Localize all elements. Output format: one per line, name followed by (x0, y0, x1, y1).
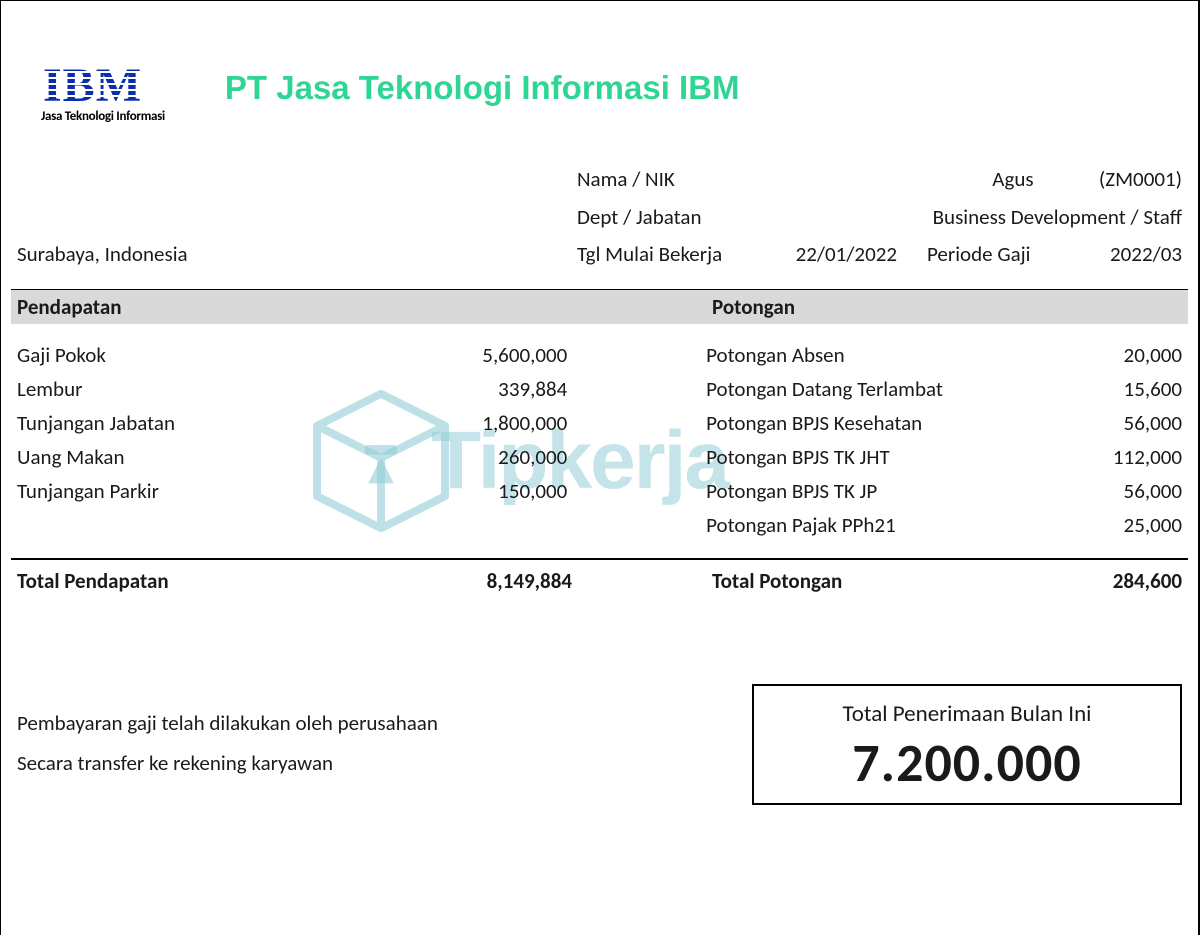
income-row: Tunjangan Parkir150,000 (17, 478, 567, 504)
deduction-row: Potongan BPJS TK JP56,000 (706, 478, 1182, 504)
net-pay-box: Total Penerimaan Bulan Ini 7.200.000 (752, 684, 1182, 805)
dept-value: Business Development / Staff (927, 202, 1182, 234)
income-header: Pendapatan (17, 294, 712, 320)
logo-subtitle: Jasa Teknologi Informasi (41, 109, 165, 124)
income-column: Gaji Pokok5,600,000 Lembur339,884 Tunjan… (17, 342, 567, 538)
income-row: Tunjangan Jabatan1,800,000 (17, 410, 567, 436)
total-income-value: 8,149,884 (432, 568, 572, 594)
document-header: IBM Jasa Teknologi Informasi PT Jasa Tek… (11, 21, 1188, 124)
income-row: Gaji Pokok5,600,000 (17, 342, 567, 368)
period-value: 2022/03 (1110, 239, 1182, 271)
net-pay-value: 7.200.000 (782, 734, 1152, 793)
employee-name: Agus (927, 164, 1099, 196)
income-row: Uang Makan260,000 (17, 444, 567, 470)
net-pay-label: Total Penerimaan Bulan Ini (782, 700, 1152, 728)
dept-label: Dept / Jabatan (577, 202, 777, 234)
ibm-logo-icon: IBM (43, 61, 163, 107)
company-name: PT Jasa Teknologi Informasi IBM (225, 61, 740, 107)
deduction-row: Potongan Absen20,000 (706, 342, 1182, 368)
total-deduction-label: Total Potongan (712, 568, 1042, 594)
income-row: Lembur339,884 (17, 376, 567, 402)
company-logo: IBM Jasa Teknologi Informasi (41, 61, 165, 124)
section-header-row: Pendapatan Potongan (11, 289, 1188, 324)
total-income-label: Total Pendapatan (17, 568, 432, 594)
note-line-1: Pembayaran gaji telah dilakukan oleh per… (17, 704, 752, 744)
period-label: Periode Gaji (927, 239, 1110, 271)
deduction-column: Potongan Absen20,000 Potongan Datang Ter… (706, 342, 1182, 538)
line-items: Gaji Pokok5,600,000 Lembur339,884 Tunjan… (11, 324, 1188, 538)
employee-nik: (ZM0001) (1099, 164, 1182, 196)
location: Surabaya, Indonesia (17, 239, 577, 271)
note-line-2: Secara transfer ke rekening karyawan (17, 744, 752, 784)
start-date: 22/01/2022 (777, 239, 927, 271)
deduction-row: Potongan BPJS Kesehatan56,000 (706, 410, 1182, 436)
employee-info: Nama / NIK Agus (ZM0001) Dept / Jabatan … (11, 164, 1188, 271)
payment-note: Pembayaran gaji telah dilakukan oleh per… (17, 704, 752, 784)
start-date-label: Tgl Mulai Bekerja (577, 239, 777, 271)
name-label: Nama / NIK (577, 164, 777, 196)
deduction-header: Potongan (712, 294, 1182, 320)
total-deduction-value: 284,600 (1042, 568, 1182, 594)
deduction-row: Potongan Datang Terlambat15,600 (706, 376, 1182, 402)
footer: Pembayaran gaji telah dilakukan oleh per… (11, 684, 1188, 805)
deduction-row: Potongan Pajak PPh2125,000 (706, 512, 1182, 538)
totals-row: Total Pendapatan 8,149,884 Total Potonga… (11, 558, 1188, 594)
deduction-row: Potongan BPJS TK JHT112,000 (706, 444, 1182, 470)
svg-text:IBM: IBM (43, 61, 142, 107)
